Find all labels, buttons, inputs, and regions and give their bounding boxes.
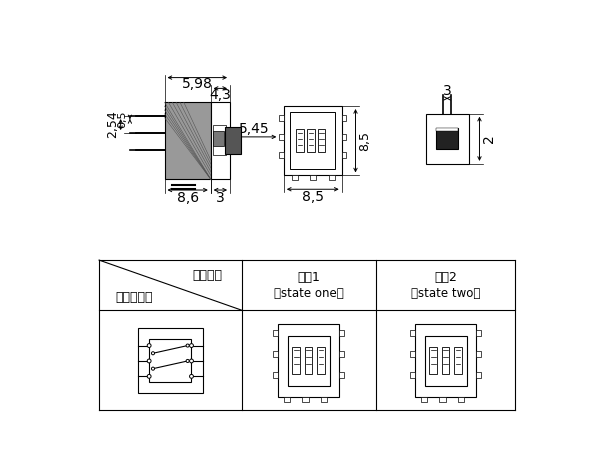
Bar — [213, 125, 226, 156]
Bar — [342, 115, 346, 121]
Bar — [439, 397, 446, 402]
Bar — [273, 372, 278, 378]
Circle shape — [151, 367, 154, 370]
Text: 状怃1: 状怃1 — [297, 270, 321, 283]
Bar — [149, 340, 191, 382]
Bar — [458, 397, 464, 402]
Bar — [415, 324, 476, 397]
Bar — [430, 347, 437, 374]
Bar — [213, 131, 224, 146]
Circle shape — [186, 344, 189, 347]
Bar — [339, 372, 344, 378]
Text: 电气连接图: 电气连接图 — [115, 290, 153, 304]
Bar — [138, 328, 203, 393]
Bar — [307, 129, 315, 152]
Text: 5,98: 5,98 — [182, 77, 213, 91]
Bar — [280, 115, 284, 121]
Text: （state one）: （state one） — [274, 288, 344, 300]
Bar — [410, 330, 415, 336]
Bar — [278, 324, 339, 397]
Bar — [410, 372, 415, 378]
Bar — [476, 351, 481, 357]
Bar — [280, 152, 284, 158]
Bar — [476, 330, 481, 336]
Text: 8,5: 8,5 — [358, 131, 371, 151]
Circle shape — [190, 359, 194, 363]
Bar — [442, 347, 449, 374]
Text: 2,54: 2,54 — [107, 111, 119, 138]
Text: 3: 3 — [216, 191, 225, 205]
Bar — [302, 397, 309, 402]
Bar — [476, 372, 481, 378]
Bar — [426, 114, 468, 164]
Bar — [317, 347, 325, 374]
Text: 状态标识: 状态标识 — [192, 269, 222, 282]
Bar — [273, 330, 278, 336]
Bar — [454, 347, 462, 374]
Bar — [318, 129, 325, 152]
Bar — [305, 347, 312, 374]
Bar — [321, 397, 327, 402]
Bar — [291, 176, 298, 180]
Text: 8,6: 8,6 — [176, 191, 198, 205]
Bar — [288, 336, 330, 386]
Text: 2: 2 — [482, 134, 496, 143]
Bar — [421, 397, 427, 402]
Bar — [436, 127, 458, 149]
Circle shape — [147, 344, 151, 347]
Bar — [225, 127, 241, 154]
Circle shape — [190, 375, 194, 378]
Bar — [436, 127, 458, 131]
Bar — [290, 112, 336, 169]
Bar — [342, 152, 346, 158]
Bar — [339, 330, 344, 336]
Bar — [310, 176, 316, 180]
Text: 3: 3 — [443, 84, 452, 98]
Bar — [342, 134, 346, 140]
Text: 5,45: 5,45 — [240, 122, 270, 136]
Bar — [211, 102, 230, 179]
Circle shape — [147, 359, 151, 363]
Circle shape — [151, 352, 154, 355]
Bar — [425, 336, 467, 386]
Text: 0,5: 0,5 — [117, 110, 127, 128]
Circle shape — [190, 344, 194, 347]
Bar — [164, 102, 211, 179]
Text: （state two）: （state two） — [411, 288, 480, 300]
Text: 4,3: 4,3 — [209, 87, 231, 101]
Text: 8,5: 8,5 — [302, 190, 324, 204]
Bar — [284, 397, 290, 402]
Circle shape — [147, 375, 151, 378]
Bar — [328, 176, 335, 180]
Bar — [280, 134, 284, 140]
Bar — [339, 351, 344, 357]
Bar — [273, 351, 278, 357]
Bar — [410, 351, 415, 357]
Bar — [284, 106, 342, 176]
Circle shape — [186, 360, 189, 362]
Text: 状怃2: 状怃2 — [434, 270, 457, 283]
Bar — [293, 347, 300, 374]
Bar — [296, 129, 304, 152]
